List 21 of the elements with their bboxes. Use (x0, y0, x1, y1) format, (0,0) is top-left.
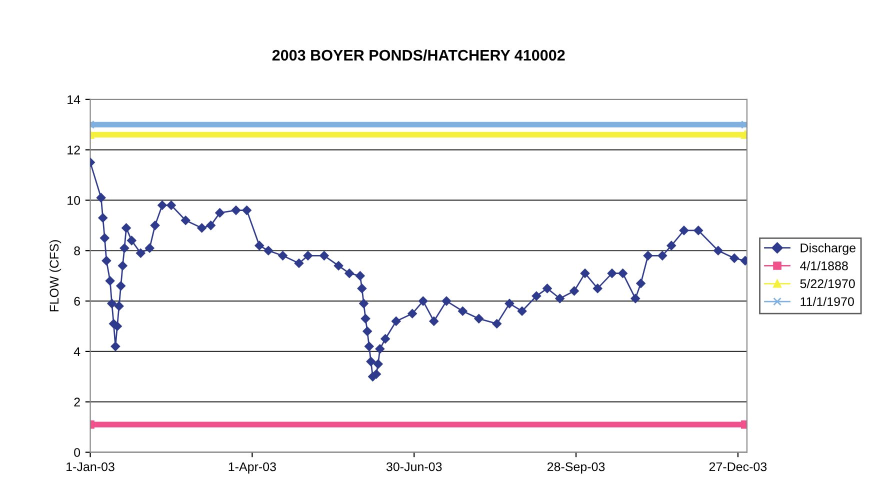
point (740, 130, 747, 139)
y-tick-label: 2 (74, 398, 80, 406)
y-tick-label: 6 (74, 296, 80, 306)
x-tick-label: 27-Dec-03 (709, 462, 767, 472)
point (740, 420, 747, 429)
y-tick-label: 4 (74, 347, 80, 356)
y-axis-title: FLOW (CFS) (49, 240, 62, 312)
legend-label: 5/22/1970 (800, 278, 855, 288)
chart-title: 2003 BOYER PONDS/HATCHERY 410002 (272, 49, 565, 61)
y-tick-label: 0 (74, 448, 80, 457)
y-tick-label: 12 (68, 146, 80, 154)
legend-label: 11/1/1970 (800, 296, 854, 306)
x-tick-label: 1-Apr-03 (228, 462, 276, 474)
legend-label: 4/1/1888 (800, 261, 848, 270)
x-tick-label: 30-Jun-03 (386, 462, 442, 472)
y-tick-label: 8 (74, 246, 80, 256)
y-tick-label: 10 (68, 196, 80, 205)
x-tick-label: 1-Jan-03 (66, 462, 114, 472)
legend-label: Discharge (800, 243, 856, 255)
y-tick-label: 14 (68, 95, 80, 104)
x-tick-label: 28-Sep-03 (547, 462, 605, 474)
